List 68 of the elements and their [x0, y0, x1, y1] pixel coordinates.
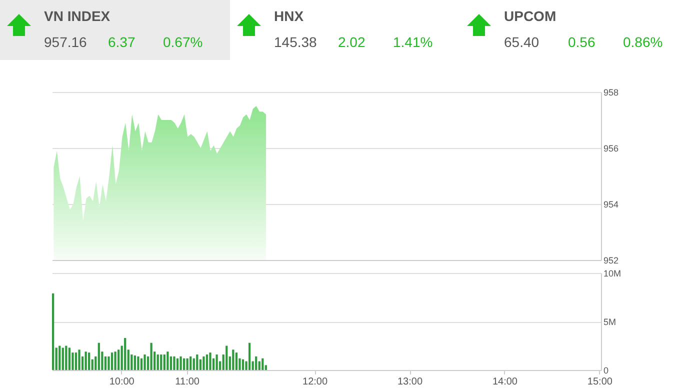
bar: [192, 358, 195, 370]
bar: [262, 358, 264, 370]
bar: [52, 293, 54, 370]
bar: [156, 354, 159, 370]
text: HNX: [274, 8, 304, 24]
text: 65.40: [504, 34, 540, 50]
bar: [84, 352, 87, 370]
bar: [242, 359, 244, 370]
x-tick-label: 13:00: [397, 376, 423, 388]
bar: [78, 350, 80, 370]
text: UPCOM: [504, 8, 556, 24]
y-tick-label: 956: [604, 144, 619, 154]
bar: [65, 346, 68, 370]
bar: [134, 355, 136, 370]
bar: [206, 354, 208, 370]
bar: [58, 346, 61, 370]
text: 0.86%: [623, 34, 663, 50]
bar: [235, 352, 238, 370]
y-tick-label: 954: [604, 200, 619, 210]
text: 6.37: [108, 34, 136, 50]
y-tick-label: 10M: [604, 268, 622, 278]
bar: [160, 354, 162, 370]
bar: [173, 356, 176, 370]
y-tick-label: 958: [604, 88, 619, 98]
bar: [166, 352, 169, 370]
bar: [255, 356, 258, 370]
bar: [190, 356, 192, 370]
bar: [124, 338, 126, 370]
text: 2.02: [338, 34, 366, 50]
x-tick-label: 11:00: [175, 376, 200, 388]
bar: [163, 354, 166, 370]
bar: [98, 342, 100, 370]
x-tick-label: 10:00: [109, 376, 135, 388]
bar: [216, 354, 218, 370]
bar: [182, 358, 186, 370]
bar: [226, 346, 228, 370]
bar: [232, 350, 234, 370]
text: 0.67%: [163, 34, 203, 50]
text: 1.41%: [393, 34, 433, 50]
bar: [176, 358, 179, 370]
bar: [209, 352, 212, 370]
x-tick-label: 15:00: [587, 376, 613, 388]
bar: [180, 356, 182, 370]
x-tick-label: 12:00: [302, 376, 328, 388]
bar: [110, 352, 114, 370]
bar: [88, 352, 90, 370]
bar: [248, 342, 251, 370]
bar: [202, 356, 205, 370]
text: VN INDEX: [44, 8, 110, 24]
bar: [196, 354, 198, 370]
text: 957.16: [44, 34, 87, 50]
text: 145.38: [274, 34, 317, 50]
bar: [114, 352, 116, 370]
bar: [117, 350, 120, 370]
text: 0.56: [568, 34, 596, 50]
bar: [186, 358, 188, 370]
bar: [137, 356, 140, 370]
bar: [62, 348, 64, 370]
y-tick-label: 0: [604, 366, 609, 376]
bar: [108, 356, 110, 370]
y-tick-label: 952: [604, 256, 619, 266]
bar: [144, 354, 146, 370]
bar: [140, 358, 143, 370]
bar: [74, 352, 78, 370]
bar: [150, 342, 152, 370]
y-tick-label: 5M: [604, 317, 616, 327]
bar: [68, 348, 70, 370]
x-tick-label: 14:00: [492, 376, 518, 388]
